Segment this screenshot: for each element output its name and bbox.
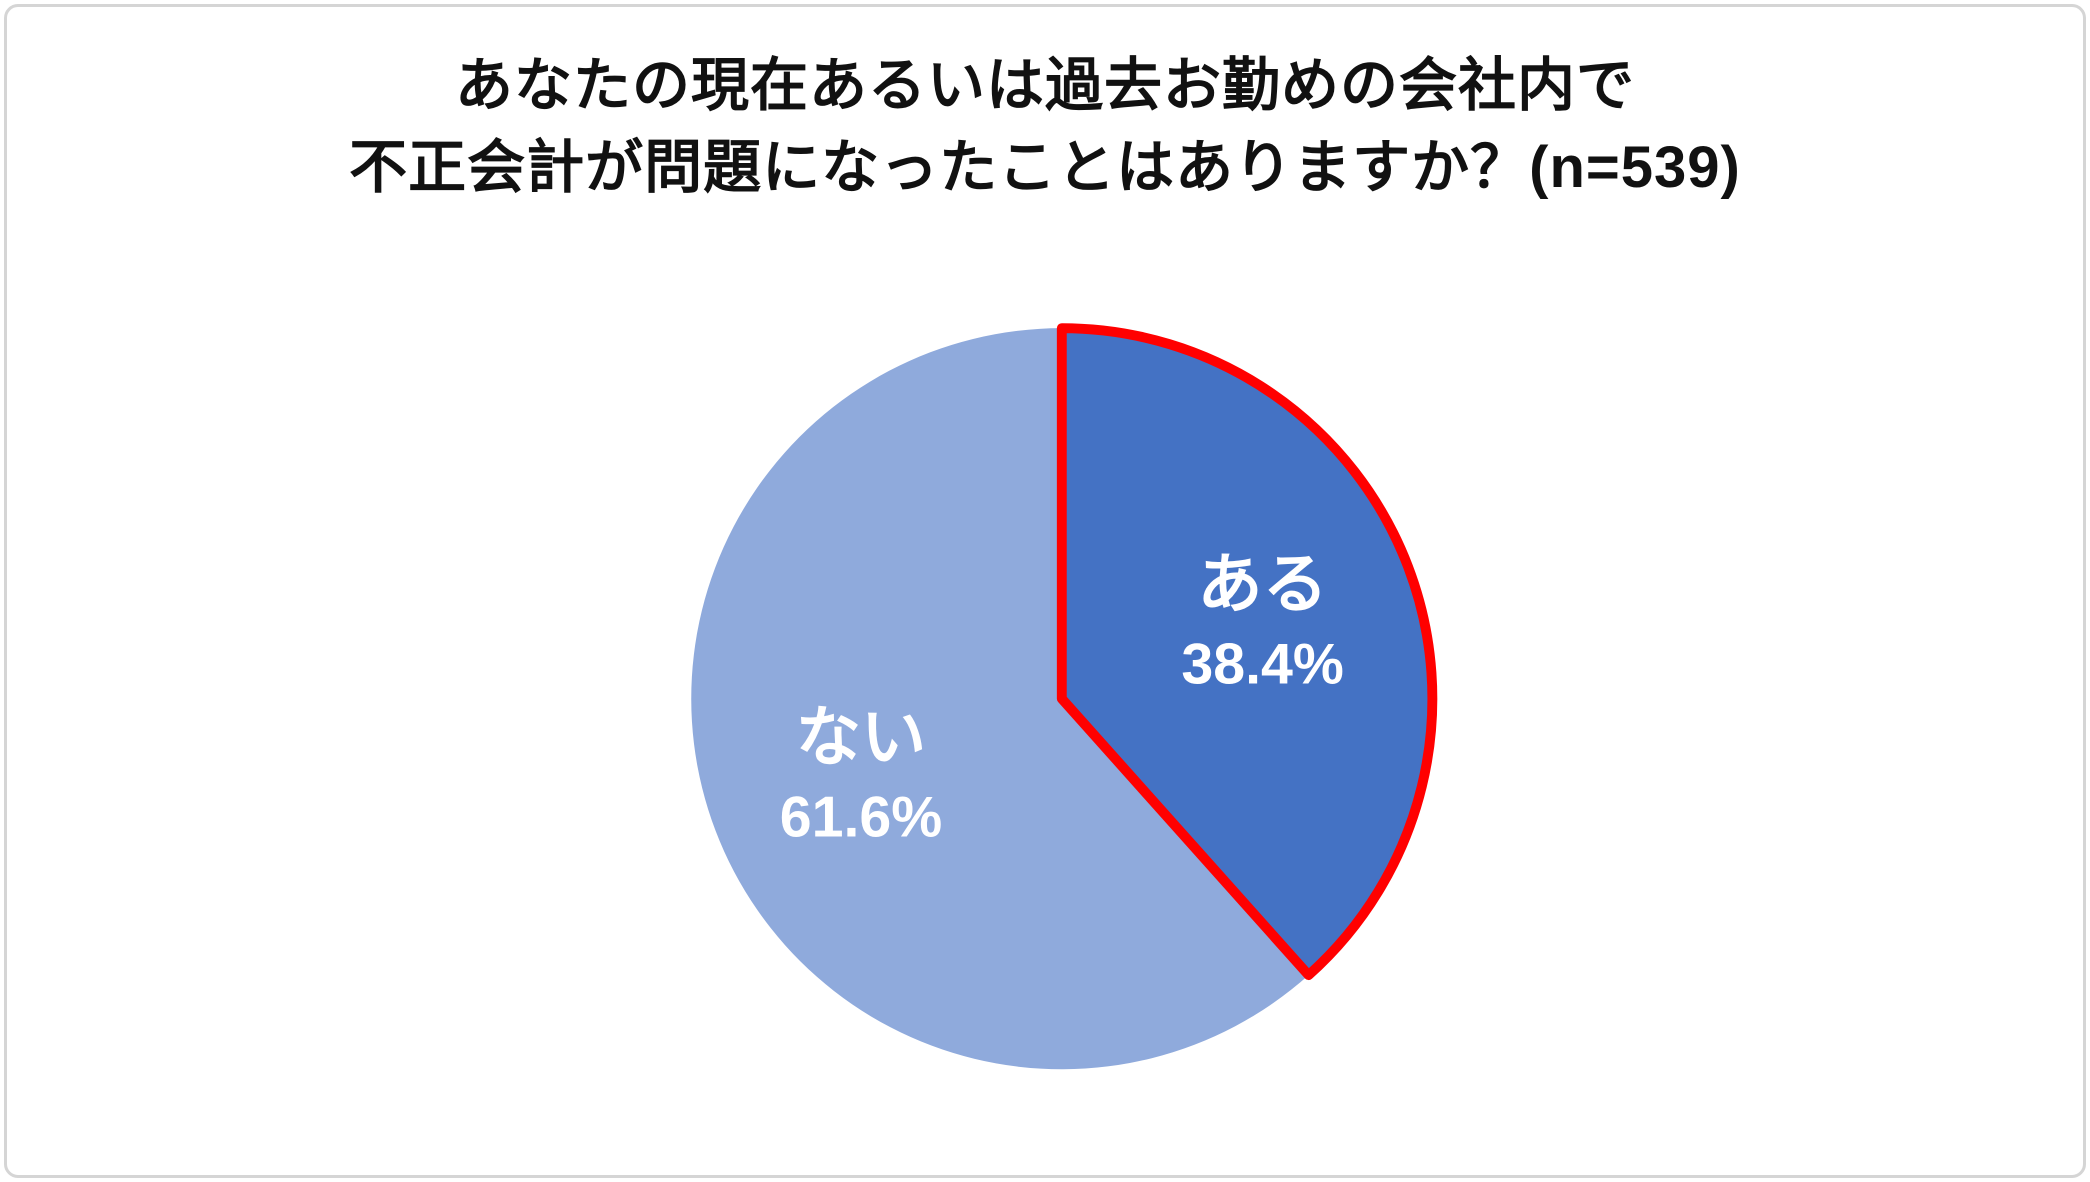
pie-slice-percent-1: 61.6% <box>780 786 942 850</box>
pie-slice-0 <box>1056 323 1438 981</box>
chart-title-line-2: 不正会計が問題になったことはありますか？(n=539) <box>349 135 1741 201</box>
pie-slice-label-0: ある <box>1197 547 1327 620</box>
chart-title-line-1: あなたの現在あるいは過去お勤めの会社内で <box>454 53 1635 118</box>
pie-chart: ある 38.4% ない 61.6% <box>691 323 1438 1070</box>
chart-title: あなたの現在あるいは過去お勤めの会社内で 不正会計が問題になったことはありますか… <box>7 45 2083 210</box>
pie-slice-1 <box>691 328 1309 1070</box>
chart-card: あなたの現在あるいは過去お勤めの会社内で 不正会計が問題になったことはありますか… <box>4 4 2086 1178</box>
pie-slice-label-1: ない <box>796 700 926 773</box>
pie-slice-percent-0: 38.4% <box>1181 632 1343 696</box>
